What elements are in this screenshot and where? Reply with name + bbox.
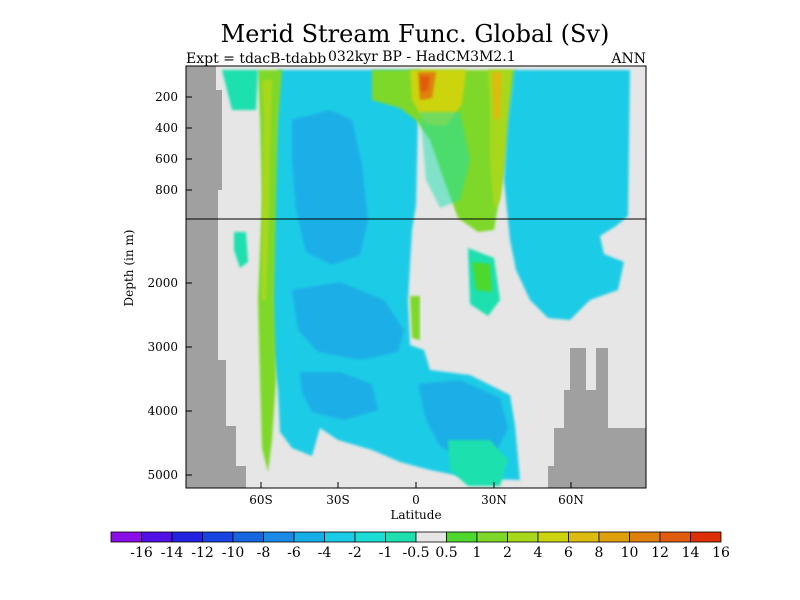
colorbar-label: -6 xyxy=(287,545,301,561)
contour-equator-hot xyxy=(420,76,430,92)
land-mask xyxy=(186,66,646,488)
colorbar-label: -12 xyxy=(191,545,214,561)
contour-south-mid xyxy=(292,282,404,360)
colorbar-swatch xyxy=(385,531,417,543)
colorbar-swatch xyxy=(690,531,722,543)
y-tick-label-400: 400 xyxy=(155,121,178,135)
contour-nh-patch xyxy=(472,262,492,292)
colorbar-swatch xyxy=(629,531,661,543)
colorbar-swatch xyxy=(537,531,569,543)
colorbar-label: 6 xyxy=(564,545,573,561)
antarctica-topography xyxy=(186,66,246,488)
contour-south-deep xyxy=(300,372,378,420)
colorbar-label: 12 xyxy=(651,545,669,561)
x-axis-title: Latitude xyxy=(390,508,441,522)
contour-west-green xyxy=(234,232,248,268)
colorbar-swatch xyxy=(354,531,386,543)
y-axis-ticks xyxy=(186,96,192,476)
x-tick-label-60n: 60N xyxy=(558,493,584,507)
contour-abyss-strong xyxy=(418,380,508,458)
contour-60s-edge xyxy=(222,70,258,110)
colorbar-label: -0.5 xyxy=(403,545,430,561)
colorbar-label: -8 xyxy=(257,545,271,561)
colorbar-swatch xyxy=(476,531,508,543)
colorbar-label: 1 xyxy=(473,545,482,561)
arctic-topography xyxy=(548,348,646,488)
x-tick-label-0: 0 xyxy=(412,493,420,507)
colorbar-label: -16 xyxy=(130,545,153,561)
colorbar-label: -14 xyxy=(161,545,184,561)
period-label: 032kyr BP - HadCM3M2.1 xyxy=(328,49,516,65)
colorbar-swatch xyxy=(598,531,630,543)
field-shading xyxy=(222,70,630,486)
colorbar xyxy=(110,531,722,543)
colorbar-swatch xyxy=(507,531,539,543)
contour-nh-east xyxy=(504,70,630,320)
colorbar-swatch xyxy=(202,531,234,543)
chart-title: Merid Stream Func. Global (Sv) xyxy=(221,20,610,48)
colorbar-swatch xyxy=(659,531,691,543)
colorbar-label: 8 xyxy=(595,545,604,561)
colorbar-label: 2 xyxy=(503,545,512,561)
colorbar-label: 14 xyxy=(682,545,700,561)
colorbar-swatch xyxy=(415,531,447,543)
y-axis-title: Depth (in m) xyxy=(122,230,136,307)
y-tick-label-600: 600 xyxy=(155,152,178,166)
x-axis-ticks xyxy=(260,482,572,488)
colorbar-swatch xyxy=(232,531,264,543)
y-tick-label-5000: 5000 xyxy=(147,468,178,482)
colorbar-label: 0.5 xyxy=(435,545,457,561)
colorbar-swatch xyxy=(263,531,295,543)
colorbar-swatch xyxy=(110,531,142,543)
x-axis-labels: 60S 30S 0 30N 60N xyxy=(249,493,584,507)
x-tick-label-30n: 30N xyxy=(481,493,507,507)
colorbar-swatch xyxy=(446,531,478,543)
experiment-label: Expt = tdacB-tdabb xyxy=(186,51,326,67)
contour-60s-core xyxy=(262,80,272,300)
colorbar-label: -10 xyxy=(222,545,245,561)
colorbar-swatch xyxy=(171,531,203,543)
y-tick-label-3000: 3000 xyxy=(147,340,178,354)
contour-nh-core xyxy=(492,72,502,120)
y-tick-label-800: 800 xyxy=(155,183,178,197)
colorbar-label: 4 xyxy=(534,545,543,561)
colorbar-label: 16 xyxy=(712,545,730,561)
colorbar-swatch xyxy=(141,531,173,543)
x-tick-label-30s: 30S xyxy=(326,493,350,507)
colorbar-swatch xyxy=(293,531,325,543)
y-axis-labels: 200 400 600 800 2000 3000 4000 5000 xyxy=(147,90,178,482)
y-tick-label-2000: 2000 xyxy=(147,276,178,290)
colorbar-label: -2 xyxy=(348,545,362,561)
contour-south-strong xyxy=(292,110,368,265)
colorbar-swatch xyxy=(324,531,356,543)
season-label: ANN xyxy=(610,51,646,67)
colorbar-label: -1 xyxy=(379,545,393,561)
contour-equator-deep xyxy=(410,296,420,340)
colorbar-label: 10 xyxy=(621,545,639,561)
x-tick-label-60s: 60S xyxy=(249,493,273,507)
contour-equator-blob xyxy=(420,112,470,208)
y-tick-label-4000: 4000 xyxy=(147,404,178,418)
colorbar-labels: -16 -14 -12 -10 -8 -6 -4 -2 -1 -0.5 0.5 1 2 4 6 8 10 12 14… xyxy=(130,545,730,561)
contour-abyss-weak xyxy=(448,440,508,486)
colorbar-label: -4 xyxy=(318,545,332,561)
y-tick-label-200: 200 xyxy=(155,90,178,104)
colorbar-swatch xyxy=(568,531,600,543)
